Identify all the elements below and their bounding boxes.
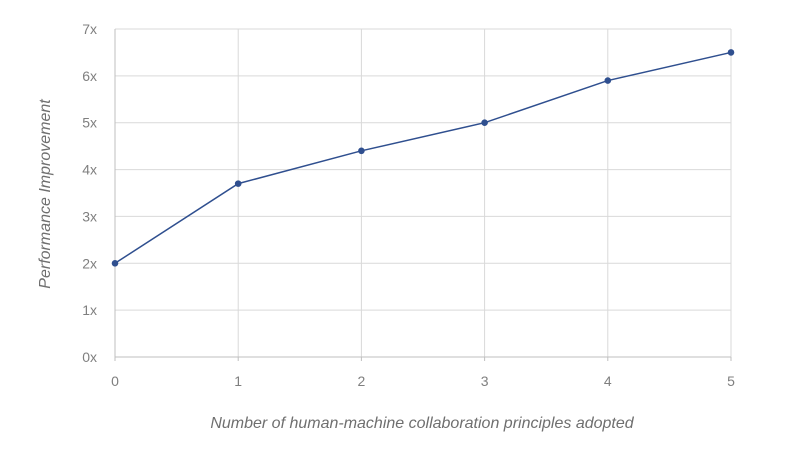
y-tick-label: 6x bbox=[82, 68, 97, 84]
data-point bbox=[604, 77, 612, 84]
x-tick-label: 2 bbox=[358, 373, 366, 389]
y-tick-label: 2x bbox=[82, 255, 97, 271]
series-line bbox=[114, 51, 732, 264]
y-tick-label: 3x bbox=[82, 208, 97, 224]
x-tick-label: 3 bbox=[481, 373, 489, 389]
x-axis-title: Number of human-machine collaboration pr… bbox=[210, 415, 634, 432]
x-tick-label: 1 bbox=[234, 373, 242, 389]
y-tick-label: 7x bbox=[82, 21, 97, 37]
data-point bbox=[727, 49, 735, 56]
y-tick-label: 4x bbox=[82, 162, 97, 178]
data-point bbox=[234, 180, 242, 187]
y-axis-title: Performance Improvement bbox=[37, 99, 54, 289]
x-tick-label: 0 bbox=[111, 373, 119, 389]
x-tick-label: 4 bbox=[604, 373, 612, 389]
x-tick-label: 5 bbox=[727, 373, 735, 389]
grid-layer bbox=[115, 28, 732, 357]
y-tick-label: 0x bbox=[82, 349, 97, 365]
data-point bbox=[111, 259, 119, 267]
y-tick-label: 5x bbox=[82, 115, 97, 131]
series-layer bbox=[111, 49, 735, 267]
labels-layer: 0x 1x 2x 3x 4x 5x 6x 7x 0 1 2 3 4 5 bbox=[82, 21, 735, 389]
axis-layer bbox=[114, 29, 732, 361]
y-tick-label: 1x bbox=[82, 302, 97, 318]
data-point bbox=[481, 119, 488, 127]
data-point bbox=[358, 147, 365, 155]
